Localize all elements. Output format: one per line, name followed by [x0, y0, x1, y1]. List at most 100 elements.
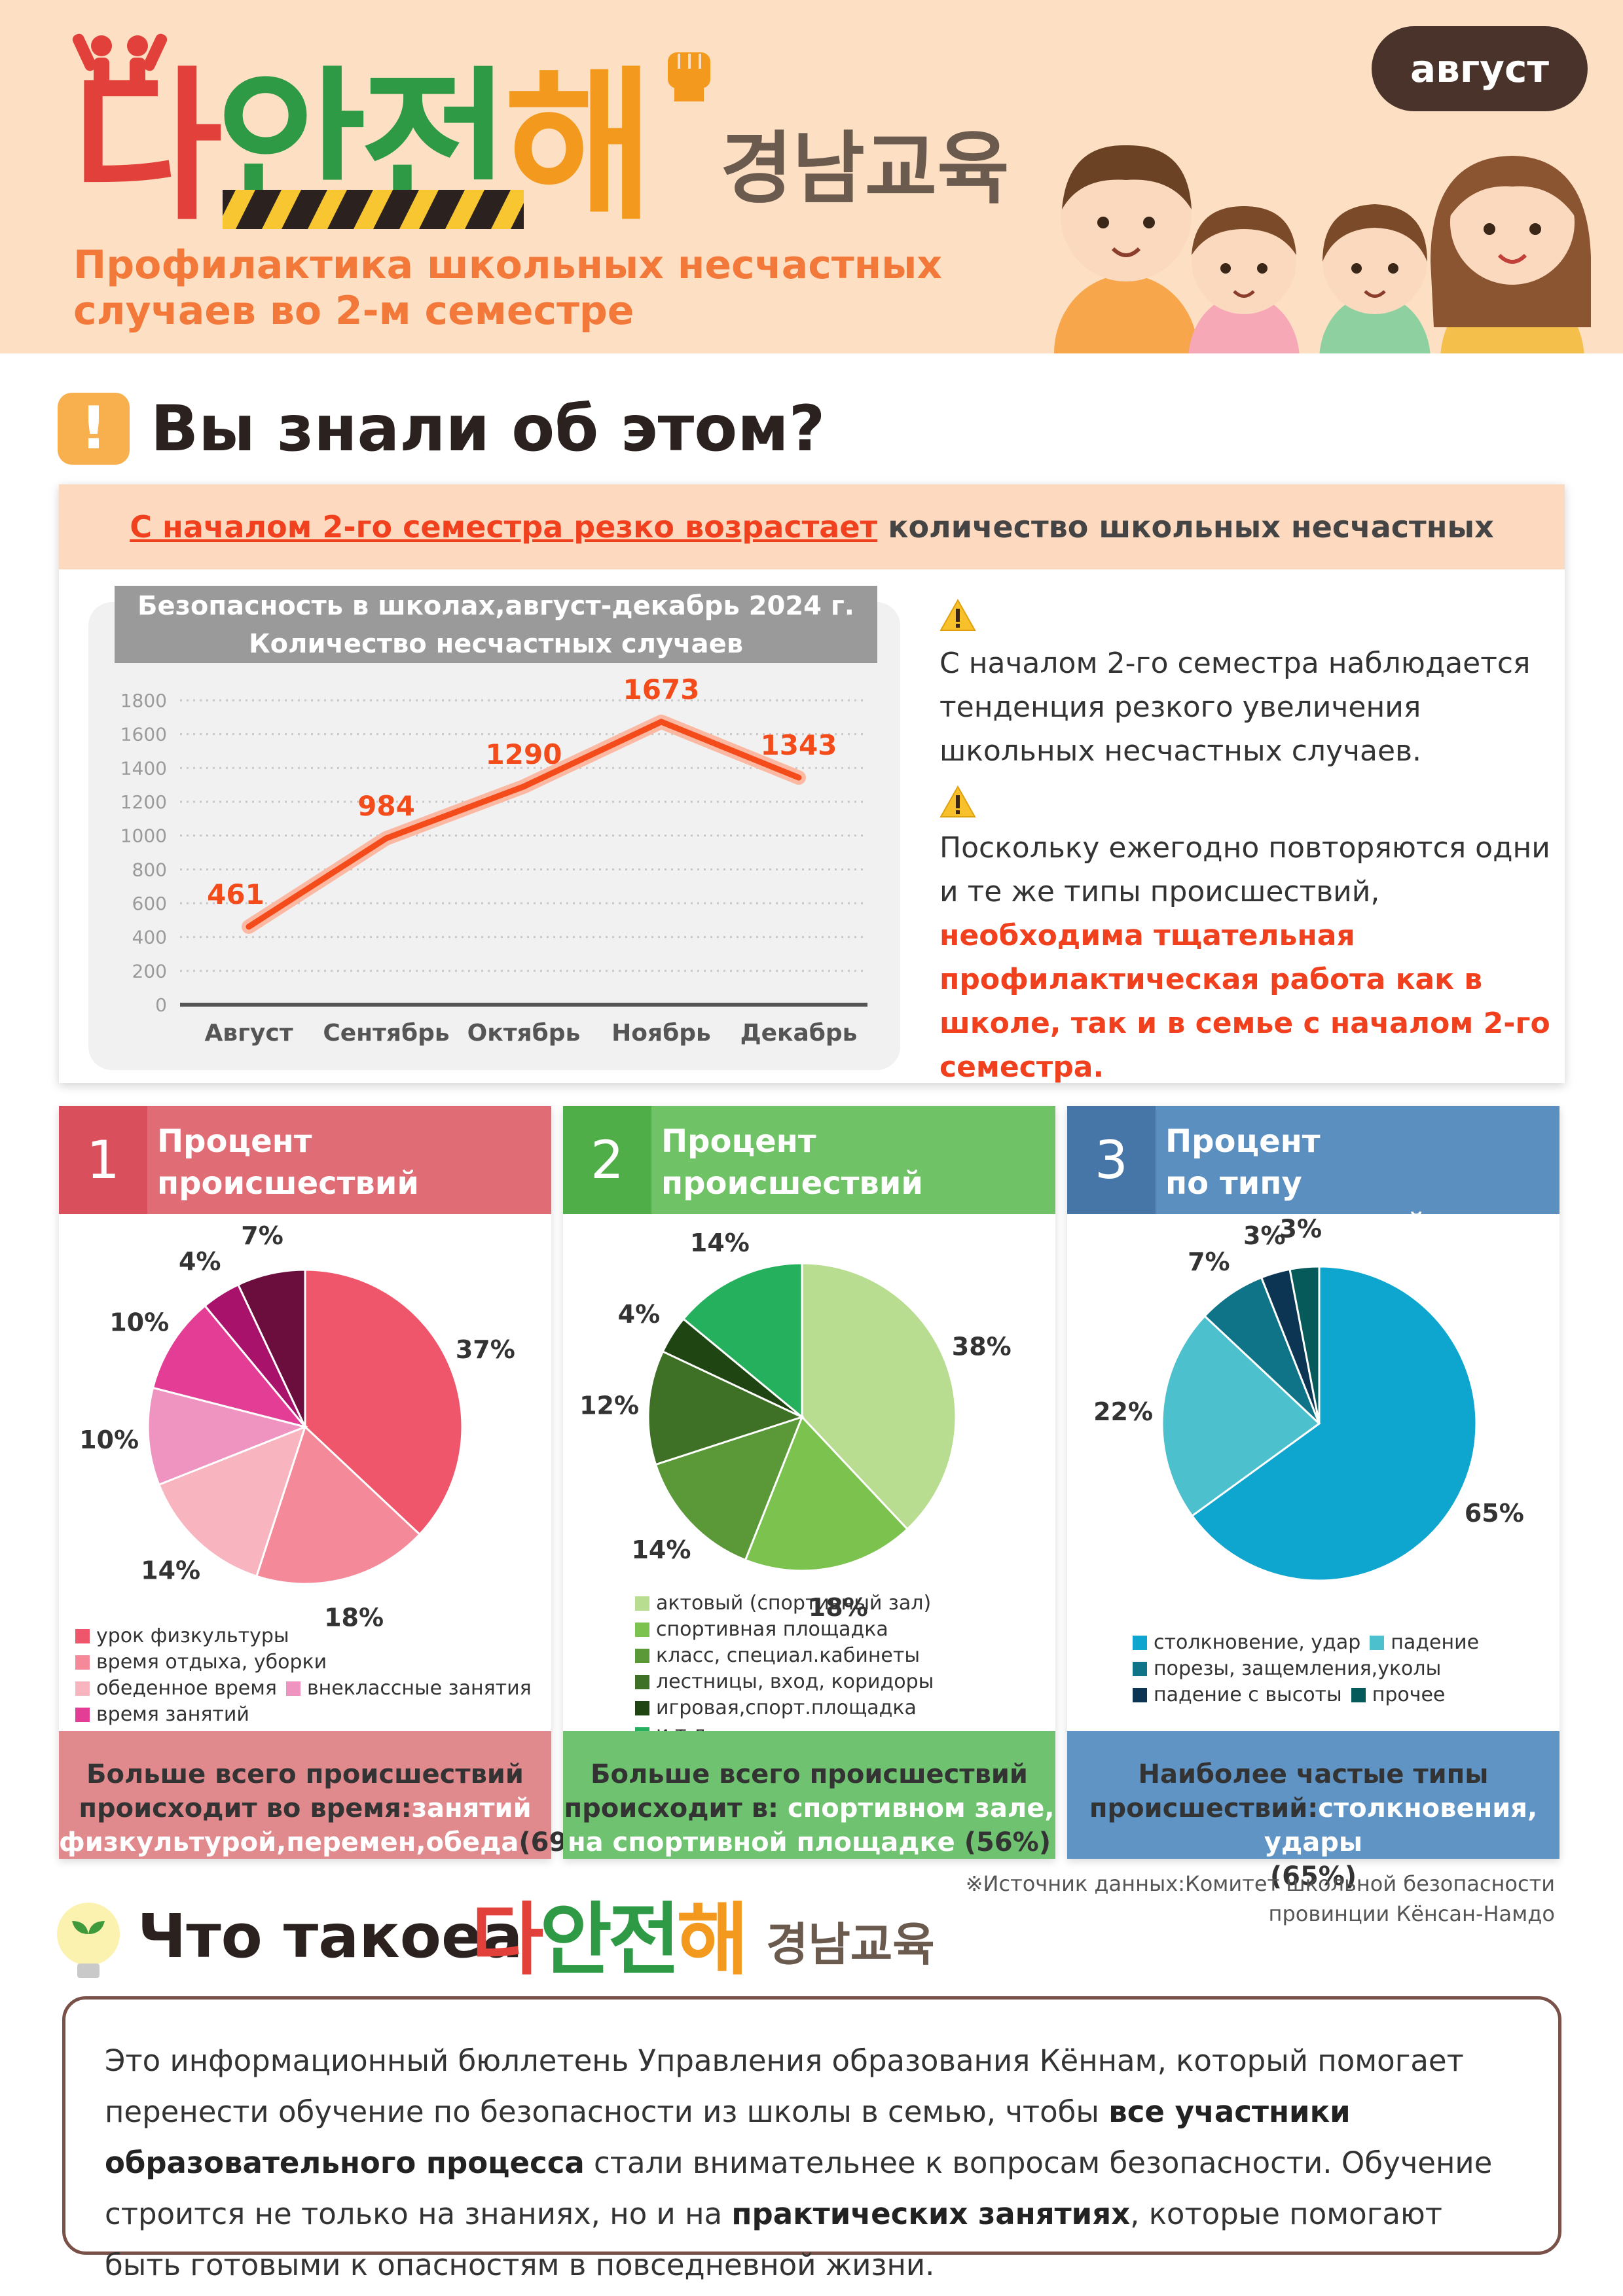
pie-chart-place: 38% 18% 14% 12% 4% 14% [579, 1229, 1012, 1622]
legend-item: прочее [1351, 1682, 1445, 1708]
legend-label: время отдыха, уборки [96, 1651, 327, 1674]
pie-slice [801, 1262, 957, 1531]
summary-percent: (56%) [955, 1827, 1051, 1857]
pie-slice [1288, 1265, 1321, 1424]
logo-subtitle: 경남교육 [720, 124, 1010, 215]
legend-label: обеденное время [96, 1677, 277, 1700]
subtitle-line-1: Профилактика школьных несчастных [73, 242, 943, 288]
pie-label: 10% [109, 1308, 169, 1336]
legend-swatch [75, 1708, 90, 1722]
y-tick-label: 600 [132, 893, 167, 914]
pie-slice [1203, 1276, 1321, 1425]
pie-label: 3% [1243, 1221, 1286, 1250]
y-tick-label: 1400 [120, 757, 167, 779]
panel-header: 3 Процент по типу происшествий [1067, 1106, 1559, 1244]
pie-slice [151, 1304, 308, 1429]
section-title-what-is: Что такоеа [137, 1901, 523, 1971]
subtitle-line-2: случаев во 2-м семестре [73, 288, 634, 334]
legend-label: падение [1391, 1631, 1480, 1654]
legend-swatch [1351, 1688, 1366, 1702]
legend-item: время отдыха, уборки [75, 1649, 327, 1676]
warning-icon [939, 599, 976, 631]
pie-label: 3% [1280, 1214, 1322, 1243]
data-point [246, 924, 251, 929]
summary-label: происшествий: [1089, 1793, 1319, 1823]
pie-slice [1190, 1265, 1478, 1582]
legend-swatch [635, 1649, 649, 1663]
pie-label: 14% [631, 1535, 691, 1564]
panel-time: 1 Процент происшествий по времени 37% 18%… [59, 1106, 606, 1859]
line-chart: 0 200 400 600 800 1000 1200 1400 1600 1800 Август С… [120, 673, 867, 1047]
info-text: стали внимательнее к вопросам безопаснос… [105, 2145, 1493, 2231]
y-tick-label: 1800 [120, 690, 167, 711]
data-source: ※Источник данных:Комитет школьной безопа… [917, 1869, 1555, 1929]
summary-line: Больше всего происшествий [86, 1759, 524, 1789]
summary-line: происходит в: спортивном зале, на спорти… [563, 1791, 1055, 1859]
pie-slice [744, 1415, 909, 1572]
legend-item: падение [1370, 1630, 1479, 1656]
legend-label: падение с высоты [1154, 1683, 1342, 1706]
source-line: провинции Кёнсан-Намдо [1268, 1901, 1555, 1926]
y-tick-label: 1600 [120, 724, 167, 745]
y-tick-label: 400 [132, 927, 167, 948]
page-subtitle: Профилактика школьных несчастных случаев… [73, 242, 942, 334]
summary-value: занятий физкультурой,перемен,обеда [59, 1793, 532, 1857]
side-note-1: С началом 2-го семестра наблюдается тенд… [939, 647, 1531, 768]
pie-label: 10% [79, 1426, 139, 1454]
x-tick-label: Декабрь [740, 1020, 858, 1047]
panel-title: Процент происшествий по времени [157, 1121, 551, 1246]
hazard-stripe [223, 190, 524, 229]
header: 다안전해 경남교육 август Профилактика школьных н… [0, 0, 1623, 353]
legend-item: столкновение, удар [1133, 1630, 1360, 1656]
panel-header: 2 Процент происшествий по месту [563, 1106, 1055, 1244]
pie-slice [157, 1425, 307, 1578]
side-note-2-text: Поскольку ежегодно повторяются одни и те… [939, 831, 1550, 908]
pie-slice [255, 1425, 422, 1585]
summary-percent: (65%) [1269, 1861, 1357, 1892]
legend-type: столкновение, удар падение порезы, защемле… [1133, 1630, 1539, 1708]
x-tick-label: Август [204, 1020, 293, 1047]
side-note-2: Поскольку ежегодно повторяются одни и те… [939, 826, 1555, 1089]
data-point [659, 719, 664, 725]
data-point [384, 835, 389, 841]
data-label: 1673 [623, 673, 700, 706]
info-bold: все участники образовательного процесса [105, 2094, 1351, 2180]
legend-swatch [635, 1623, 649, 1637]
legend-swatch [1133, 1662, 1147, 1676]
legend-swatch [635, 1701, 649, 1715]
x-tick-label: Октябрь [467, 1020, 581, 1047]
section-title-did-you-know: Вы знали об этом? [151, 392, 826, 465]
x-tick-label: Сентябрь [323, 1020, 449, 1047]
pie-label: 14% [690, 1229, 750, 1257]
panel-place: 2 Процент происшествий по месту 38% 18% 14… [563, 1106, 1055, 1859]
chart-subtitle-line: Количество несчастных случаев [248, 629, 744, 659]
data-label: 1343 [761, 729, 837, 761]
info-bold: практических занятиях [731, 2197, 1131, 2231]
summary-value: спортивном зале, на спортивной площадке [567, 1793, 1055, 1857]
panel-header: 1 Процент происшествий по времени [59, 1106, 551, 1244]
summary-line: (65%) [1067, 1859, 1559, 1893]
legend-swatch [1370, 1636, 1385, 1650]
y-tick-label: 1200 [120, 791, 167, 813]
legend-swatch [75, 1681, 90, 1696]
legend-label: лестницы, вход, коридоры [656, 1670, 934, 1693]
info-text: Это информационный бюллетень Управления … [105, 2043, 1464, 2129]
pie-label: 18% [809, 1593, 868, 1622]
legend-place: актовый (спортивный зал) спортивная площа… [635, 1590, 1002, 1748]
pie-slice [682, 1262, 803, 1420]
panel-title-line: Процент происшествий [661, 1123, 924, 1202]
y-tick-label: 0 [155, 994, 167, 1016]
legend-label: столкновение, удар [1154, 1631, 1361, 1654]
pie-label: 37% [456, 1335, 515, 1364]
pie-chart-type: 65% 22% 7% 3%3% [1093, 1214, 1524, 1582]
pie-label: 14% [141, 1556, 200, 1585]
legend-item: лестницы, вход, коридоры [635, 1669, 934, 1695]
pie-label: 65% [1465, 1499, 1524, 1528]
logo-small-subtitle: 경남교육 [766, 1918, 935, 1971]
y-tick-label: 200 [132, 960, 167, 982]
panel-summary: Больше всего происшествий происходит во … [59, 1731, 606, 1859]
summary-label: происходит в: [564, 1793, 788, 1823]
side-note-2-highlight: необходима тщательная профилактическая р… [939, 919, 1550, 1084]
legend-swatch [635, 1596, 649, 1611]
pie-slice [304, 1268, 464, 1536]
